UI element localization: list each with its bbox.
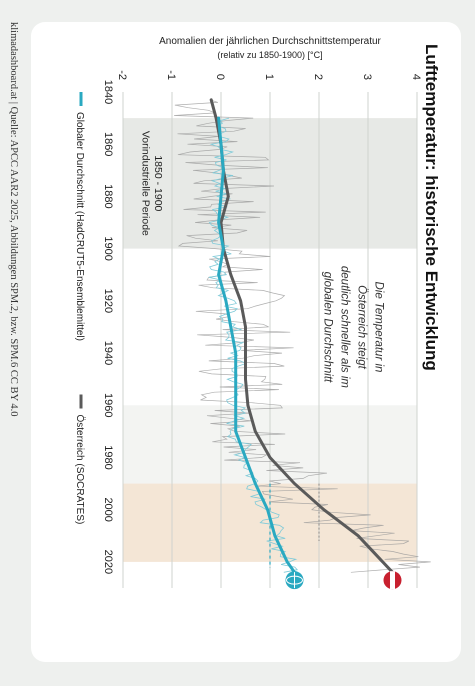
x-tick-label: 1940 bbox=[102, 341, 114, 365]
y-tick-label: 4 bbox=[410, 74, 422, 80]
y-axis-unit-label: (relativ zu 1850-1900) [°C] bbox=[217, 50, 322, 60]
y-tick-label: -1 bbox=[165, 70, 177, 80]
austria-flag-stripe bbox=[390, 571, 395, 590]
y-tick-label: -2 bbox=[116, 70, 128, 80]
x-tick-label: 2020 bbox=[102, 550, 114, 574]
source-credit: klimadashboard.at | Quelle: APCC AAR2 20… bbox=[8, 22, 19, 417]
y-axis-label: Anomalien der jährlichen Durchschnittste… bbox=[159, 36, 381, 47]
y-tick-label: 2 bbox=[312, 74, 324, 80]
x-tick-label: 2000 bbox=[102, 497, 114, 521]
x-tick-label: 1920 bbox=[102, 289, 114, 313]
x-tick-label: 1880 bbox=[102, 184, 114, 208]
austria-annual-line bbox=[174, 99, 431, 573]
x-tick-label: 1960 bbox=[102, 393, 114, 417]
x-tick-label: 1980 bbox=[102, 445, 114, 469]
y-tick-label: 3 bbox=[361, 74, 373, 80]
annotation-line: Österreich steigt bbox=[355, 285, 367, 370]
period-label-name: Vorindustrielle Periode bbox=[140, 131, 152, 236]
x-tick-label: 1860 bbox=[102, 132, 114, 156]
x-tick-label: 1900 bbox=[102, 236, 114, 260]
y-tick-label: 0 bbox=[214, 74, 226, 80]
annotation-line: deutlich schneller als im bbox=[338, 266, 350, 389]
legend-label: Österreich (SOCRATES) bbox=[74, 415, 86, 525]
y-tick-label: 1 bbox=[263, 74, 275, 80]
annotation-line: Die Temperatur in bbox=[372, 281, 384, 372]
legend-label: Globaler Durchschnitt (HadCRUT5-Ensemble… bbox=[74, 112, 85, 341]
period-label-years: 1850 - 1900 bbox=[152, 155, 164, 211]
annotation-line: globalen Durchschnitt bbox=[321, 272, 333, 383]
global-series-line bbox=[217, 116, 296, 574]
x-tick-label: 1840 bbox=[102, 80, 114, 104]
